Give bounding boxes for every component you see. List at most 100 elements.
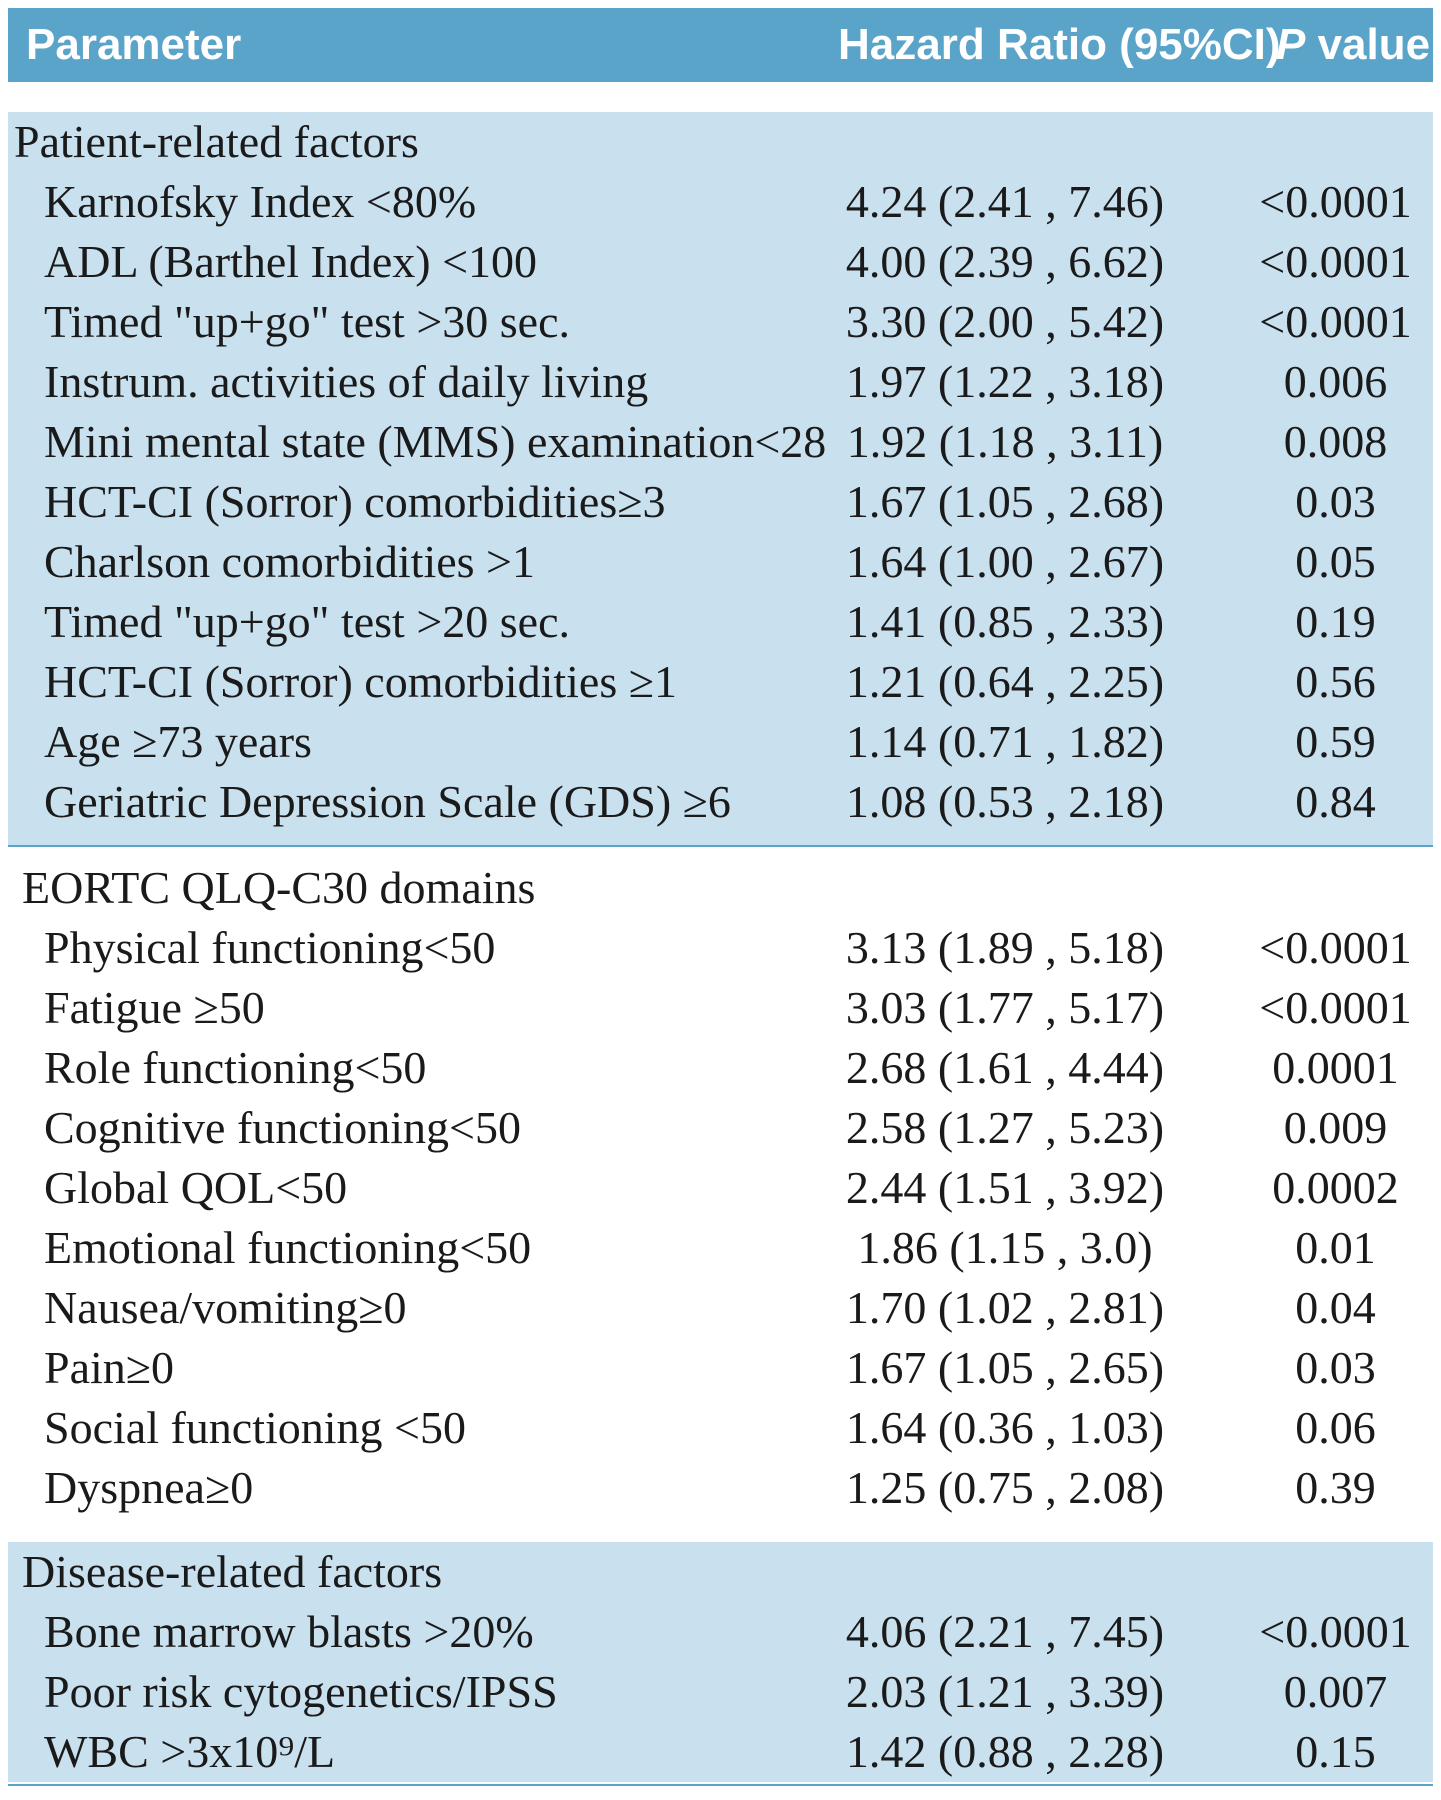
row-hazard-ratio: 2.03 (1.21 , 3.39) xyxy=(845,1666,1165,1717)
row-p-value: 0.007 xyxy=(1283,1666,1388,1717)
row-hazard-ratio: 1.42 (0.88 , 2.28) xyxy=(845,1726,1165,1777)
row-hazard-ratio: 3.13 (1.89 , 5.18) xyxy=(845,922,1165,973)
section-disease-related: Disease-related factors Bone marrow blas… xyxy=(8,1542,1433,1782)
row-hazard-ratio: 1.86 (1.15 , 3.0) xyxy=(857,1222,1153,1273)
section-title: EORTC QLQ-C30 domains xyxy=(22,862,536,913)
row-label: Physical functioning<50 xyxy=(44,922,496,973)
row-p-value: <0.0001 xyxy=(1259,176,1412,227)
row-p-value: 0.19 xyxy=(1295,596,1376,647)
section-title: Disease-related factors xyxy=(22,1546,443,1597)
table-row: Timed "up+go" test >20 sec. 1.41 (0.85 ,… xyxy=(8,592,1433,652)
row-hazard-ratio: 3.30 (2.00 , 5.42) xyxy=(845,296,1165,347)
header-p-italic: P xyxy=(1276,20,1306,69)
table-row: Pain≥0 1.67 (1.05 , 2.65) 0.03 xyxy=(8,1338,1433,1398)
row-label: WBC >3x10⁹/L xyxy=(44,1726,336,1777)
row-label: Global QOL<50 xyxy=(44,1162,348,1213)
row-hazard-ratio: 1.67 (1.05 , 2.68) xyxy=(845,476,1165,527)
row-hazard-ratio: 3.03 (1.77 , 5.17) xyxy=(845,982,1165,1033)
row-label: Timed "up+go" test >20 sec. xyxy=(44,596,571,647)
table-row: Social functioning <50 1.64 (0.36 , 1.03… xyxy=(8,1398,1433,1458)
table-row: Geriatric Depression Scale (GDS) ≥6 1.08… xyxy=(8,772,1433,832)
table-row: Emotional functioning<50 1.86 (1.15 , 3.… xyxy=(8,1218,1433,1278)
row-label: Social functioning <50 xyxy=(44,1402,466,1453)
row-hazard-ratio: 4.06 (2.21 , 7.45) xyxy=(845,1606,1165,1657)
table-row: Poor risk cytogenetics/IPSS 2.03 (1.21 ,… xyxy=(8,1662,1433,1722)
row-hazard-ratio: 2.58 (1.27 , 5.23) xyxy=(845,1102,1165,1153)
table-row: Physical functioning<50 3.13 (1.89 , 5.1… xyxy=(8,918,1433,978)
row-p-value: 0.03 xyxy=(1295,476,1376,527)
row-p-value: 0.006 xyxy=(1283,356,1388,407)
table-row: HCT-CI (Sorror) comorbidities ≥1 1.21 (0… xyxy=(8,652,1433,712)
row-label: Nausea/vomiting≥0 xyxy=(44,1282,407,1333)
row-label: Emotional functioning<50 xyxy=(44,1222,532,1273)
row-p-value: 0.03 xyxy=(1295,1342,1376,1393)
header-p-value: P value xyxy=(1276,20,1430,70)
header-parameter: Parameter xyxy=(26,20,242,69)
table-header: Parameter Hazard Ratio (95%CI) P value xyxy=(8,8,1433,82)
row-label: Timed "up+go" test >30 sec. xyxy=(44,296,571,347)
row-hazard-ratio: 1.14 (0.71 , 1.82) xyxy=(845,716,1165,767)
row-hazard-ratio: 1.64 (0.36 , 1.03) xyxy=(845,1402,1165,1453)
row-label: Poor risk cytogenetics/IPSS xyxy=(44,1666,558,1717)
row-p-value: <0.0001 xyxy=(1259,922,1412,973)
row-p-value: 0.84 xyxy=(1295,776,1376,827)
table-row: Global QOL<50 2.44 (1.51 , 3.92) 0.0002 xyxy=(8,1158,1433,1218)
table-row: HCT-CI (Sorror) comorbidities≥3 1.67 (1.… xyxy=(8,472,1433,532)
row-p-value: 0.01 xyxy=(1295,1222,1376,1273)
row-p-value: 0.05 xyxy=(1295,536,1376,587)
row-label: ADL (Barthel Index) <100 xyxy=(44,236,538,287)
row-p-value: <0.0001 xyxy=(1259,236,1412,287)
row-p-value: <0.0001 xyxy=(1259,296,1412,347)
row-p-value: 0.06 xyxy=(1295,1402,1376,1453)
table-row: Mini mental state (MMS) examination<28 1… xyxy=(8,412,1433,472)
row-label: Fatigue ≥50 xyxy=(44,982,265,1033)
row-p-value: 0.04 xyxy=(1295,1282,1376,1333)
row-hazard-ratio: 1.41 (0.85 , 2.33) xyxy=(845,596,1165,647)
row-hazard-ratio: 2.44 (1.51 , 3.92) xyxy=(845,1162,1165,1213)
row-hazard-ratio: 1.08 (0.53 , 2.18) xyxy=(845,776,1165,827)
row-p-value: <0.0001 xyxy=(1259,982,1412,1033)
section-title: Patient-related factors xyxy=(14,116,419,167)
row-label: Cognitive functioning<50 xyxy=(44,1102,521,1153)
row-hazard-ratio: 1.25 (0.75 , 2.08) xyxy=(845,1462,1165,1513)
row-hazard-ratio: 1.70 (1.02 , 2.81) xyxy=(845,1282,1165,1333)
row-hazard-ratio: 1.97 (1.22 , 3.18) xyxy=(845,356,1165,407)
row-p-value: 0.009 xyxy=(1283,1102,1388,1153)
row-p-value: 0.15 xyxy=(1295,1726,1376,1777)
section-title-row: Disease-related factors xyxy=(8,1542,1433,1602)
row-hazard-ratio: 1.67 (1.05 , 2.65) xyxy=(845,1342,1165,1393)
table-row: WBC >3x10⁹/L 1.42 (0.88 , 2.28) 0.15 xyxy=(8,1722,1433,1782)
section-title-row: EORTC QLQ-C30 domains xyxy=(8,858,1433,918)
row-label: HCT-CI (Sorror) comorbidities≥3 xyxy=(44,476,666,527)
table-row: Age ≥73 years 1.14 (0.71 , 1.82) 0.59 xyxy=(8,712,1433,772)
row-label: Charlson comorbidities >1 xyxy=(44,536,535,587)
table-row: Charlson comorbidities >1 1.64 (1.00 , 2… xyxy=(8,532,1433,592)
row-label: Pain≥0 xyxy=(44,1342,175,1393)
table-bottom-rule xyxy=(8,1784,1433,1786)
table-row: Nausea/vomiting≥0 1.70 (1.02 , 2.81) 0.0… xyxy=(8,1278,1433,1338)
row-hazard-ratio: 4.00 (2.39 , 6.62) xyxy=(845,236,1165,287)
table-row: Instrum. activities of daily living 1.97… xyxy=(8,352,1433,412)
row-p-value: 0.0001 xyxy=(1272,1042,1399,1093)
row-p-value: 0.56 xyxy=(1295,656,1376,707)
row-label: Instrum. activities of daily living xyxy=(44,356,649,407)
row-label: HCT-CI (Sorror) comorbidities ≥1 xyxy=(44,656,677,707)
row-label: Age ≥73 years xyxy=(44,716,312,767)
row-p-value: 0.59 xyxy=(1295,716,1376,767)
row-p-value: 0.0002 xyxy=(1272,1162,1399,1213)
row-p-value: <0.0001 xyxy=(1259,1606,1412,1657)
table-row: Bone marrow blasts >20% 4.06 (2.21 , 7.4… xyxy=(8,1602,1433,1662)
table-row: Timed "up+go" test >30 sec. 3.30 (2.00 ,… xyxy=(8,292,1433,352)
header-p-suffix: value xyxy=(1305,20,1431,69)
table-row: Role functioning<50 2.68 (1.61 , 4.44) 0… xyxy=(8,1038,1433,1098)
row-hazard-ratio: 4.24 (2.41 , 7.46) xyxy=(845,176,1165,227)
row-p-value: 0.008 xyxy=(1283,416,1388,467)
row-label: Dyspnea≥0 xyxy=(44,1462,254,1513)
row-hazard-ratio: 2.68 (1.61 , 4.44) xyxy=(845,1042,1165,1093)
row-hazard-ratio: 1.21 (0.64 , 2.25) xyxy=(845,656,1165,707)
table-row: Dyspnea≥0 1.25 (0.75 , 2.08) 0.39 xyxy=(8,1458,1433,1518)
row-label: Mini mental state (MMS) examination<28 xyxy=(44,416,827,467)
row-hazard-ratio: 1.64 (1.00 , 2.67) xyxy=(845,536,1165,587)
table-row: Cognitive functioning<50 2.58 (1.27 , 5.… xyxy=(8,1098,1433,1158)
